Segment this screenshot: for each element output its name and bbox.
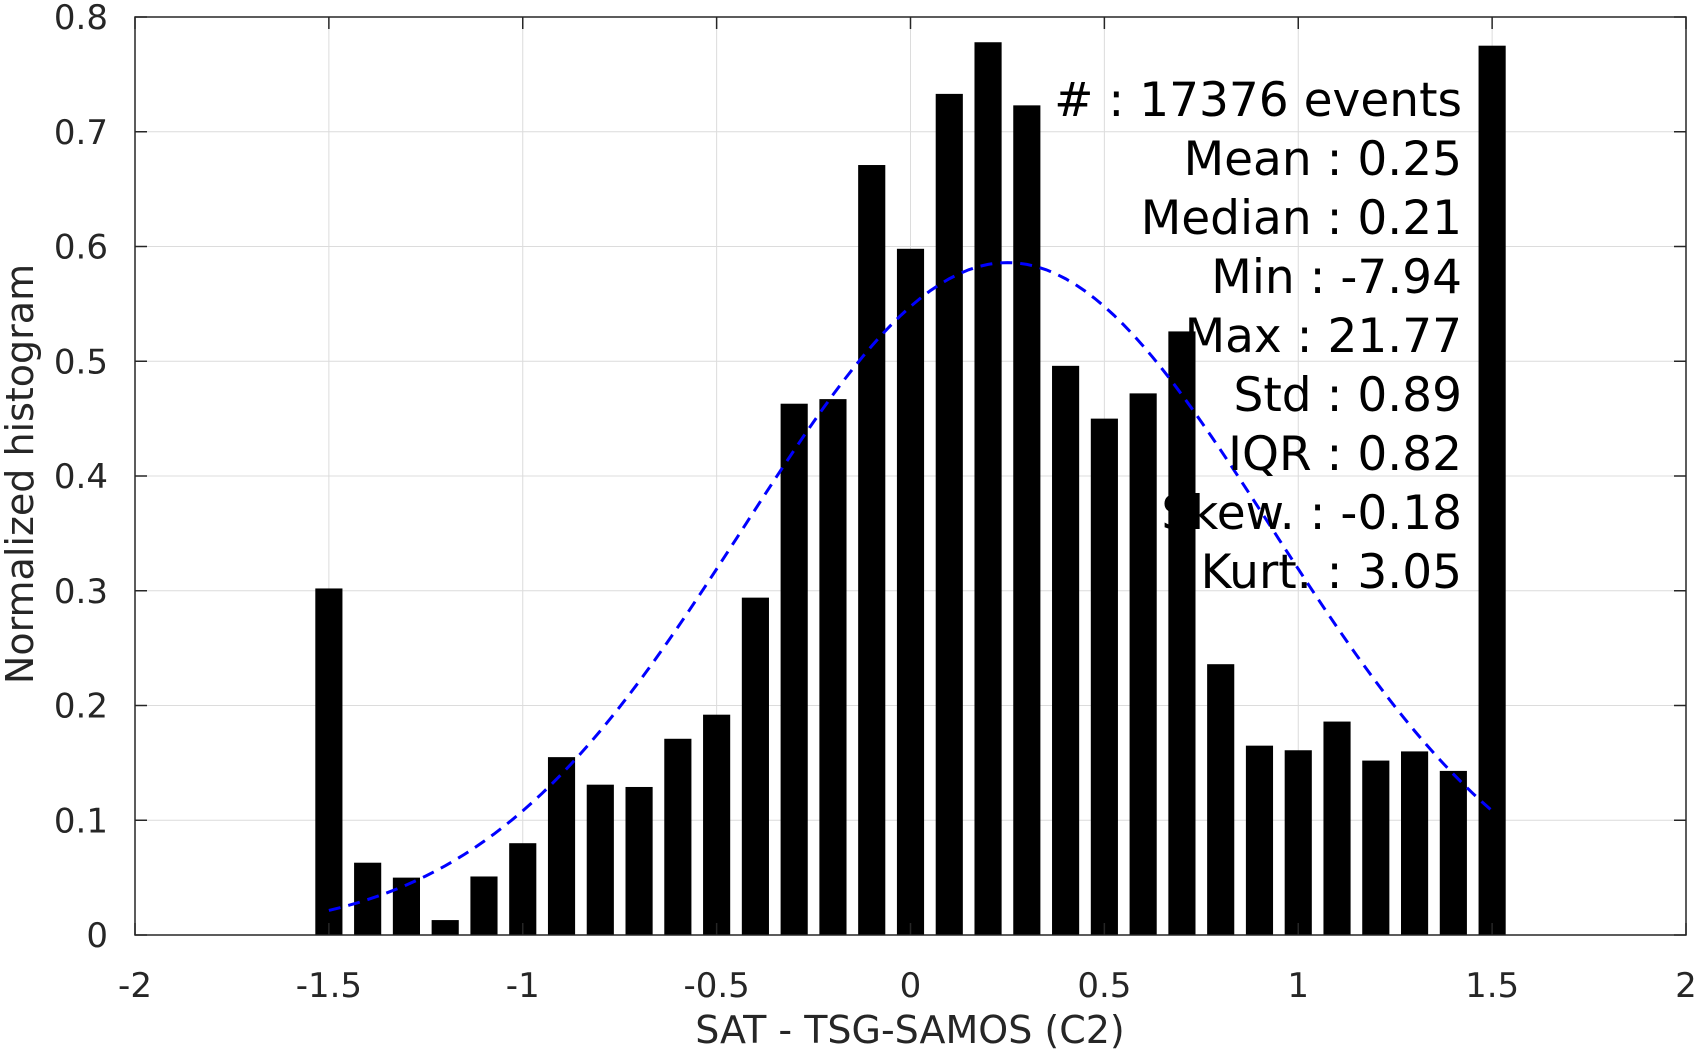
stat-line: IQR : 0.82 [1228,427,1462,482]
stat-line: Mean : 0.25 [1184,132,1462,187]
y-tick-label: 0.5 [54,342,108,382]
histogram-bar [703,714,731,935]
histogram-bar [470,876,498,935]
axes [134,16,1687,936]
x-tick-label: 2 [1675,966,1697,1006]
stat-line: # : 17376 events [1054,73,1462,128]
histogram-bar [1207,664,1235,935]
x-axis-label: SAT - TSG-SAMOS (C2) [695,1008,1125,1052]
x-tick-label: 1.5 [1465,966,1519,1006]
y-tick-label: 0.6 [54,228,108,268]
histogram-bar [1013,105,1041,936]
x-tick-labels: -2 -1.5 -1 -0.5 0 0.5 1 1.5 2 [118,966,1697,1006]
histogram-bar [1168,331,1196,935]
x-tick-label: 0 [900,966,922,1006]
x-tick-label: -1.5 [296,966,362,1006]
y-tick-labels: 0 0.1 0.2 0.3 0.4 0.5 0.6 0.7 0.8 [54,0,108,956]
histogram-bar [586,784,614,935]
histogram-bar [392,877,420,935]
histogram-bar [1401,751,1429,935]
histogram-bar [315,588,343,935]
stat-line: Min : -7.94 [1211,250,1462,305]
stat-line: Skew. : -0.18 [1161,486,1462,541]
histogram-bars [315,42,1506,936]
histogram-bar [896,248,925,936]
histogram-bar [1439,770,1467,935]
histogram-bar [935,93,963,935]
histogram-bar [858,165,886,936]
histogram-bar [509,843,537,935]
stat-line: Max : 21.77 [1185,309,1462,364]
y-tick-label: 0.1 [54,801,108,841]
histogram-bar [1323,721,1351,935]
histogram-bar [1090,418,1118,935]
gaussian-fit-curve [328,261,1494,912]
histogram-bar [1362,760,1390,935]
y-tick-label: 0.7 [54,113,108,153]
histogram-bar [1478,45,1506,935]
y-tick-label: 0.8 [54,0,108,38]
stat-line: Median : 0.21 [1141,191,1462,246]
stat-line: Std : 0.89 [1234,368,1462,423]
x-tick-label: -2 [118,966,152,1006]
histogram-bar [780,403,808,935]
y-tick-label: 0 [86,916,108,956]
x-tick-label: -0.5 [683,966,749,1006]
x-tick-label: -1 [506,966,540,1006]
histogram-bar [431,920,459,935]
stat-line: Kurt. : 3.05 [1201,545,1462,600]
histogram-bar [1245,745,1274,935]
histogram-bar [547,757,576,935]
histogram-bar [974,42,1002,936]
histogram-bar [741,597,769,935]
y-tick-label: 0.3 [54,572,108,612]
x-tick-label: 1 [1287,966,1309,1006]
histogram-bar [1129,393,1157,935]
histogram-bar [664,738,692,935]
y-tick-label: 0.2 [54,687,108,727]
histogram-bar [1052,365,1080,936]
histogram-bar [625,786,653,935]
y-tick-label: 0.4 [54,457,108,497]
histogram-bar [1284,750,1312,935]
y-axis-label: Normalized histogram [0,264,42,684]
histogram-bar [819,399,847,935]
x-tick-label: 0.5 [1077,966,1131,1006]
